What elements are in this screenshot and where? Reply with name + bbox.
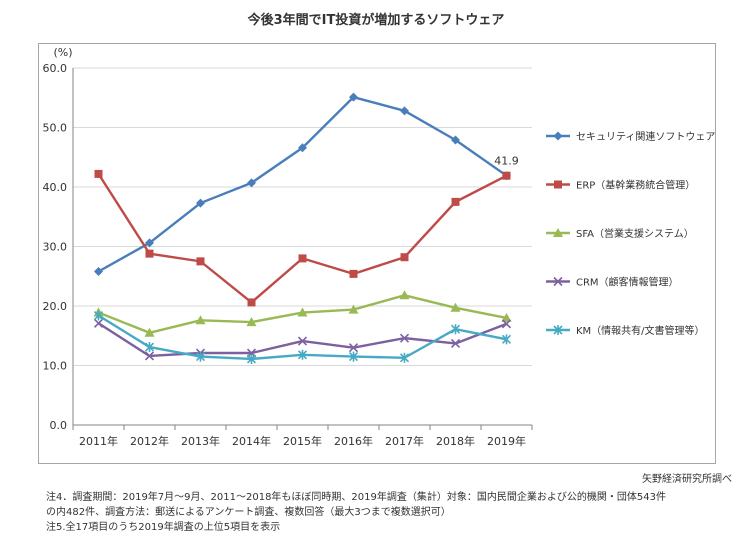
data-point <box>298 143 307 153</box>
footnote-line: 注4．調査期間：2019年7月～9月、2011～2018年もほぼ同時期、2019… <box>46 492 666 503</box>
legend-marker <box>553 276 563 287</box>
legend-label: SFA（営業支援システム） <box>576 227 694 240</box>
data-point <box>348 304 359 314</box>
y-tick-label: 50.0 <box>43 122 68 135</box>
y-tick-label: 60.0 <box>43 62 68 75</box>
legend-marker <box>554 180 562 189</box>
data-point <box>195 351 206 362</box>
data-point <box>297 349 308 360</box>
data-point <box>348 351 359 362</box>
legend-label: セキュリティ関連ソフトウェア <box>576 130 715 143</box>
data-point <box>93 318 104 328</box>
legend-marker <box>553 228 563 237</box>
chart-frame <box>38 43 716 464</box>
data-point <box>247 298 256 307</box>
footnote-line: の内482件、調査方法：郵送によるアンケート調査、複数回答（最大3つまで複数選択… <box>46 507 451 518</box>
data-point <box>400 253 409 262</box>
chart-title: 今後3年間でIT投資が増加するソフトウェア <box>247 13 505 28</box>
data-point <box>451 197 460 206</box>
data-point <box>196 257 205 266</box>
series-line <box>97 173 508 304</box>
data-point <box>450 324 461 335</box>
data-point <box>145 249 154 258</box>
data-point <box>450 338 461 349</box>
data-point <box>298 254 307 263</box>
data-label: 41.9 <box>494 155 519 168</box>
data-point <box>349 269 358 278</box>
data-point <box>93 310 104 321</box>
data-point <box>144 342 155 353</box>
data-point <box>501 319 512 329</box>
data-point <box>501 312 512 322</box>
data-point <box>297 307 308 317</box>
data-point <box>195 315 206 325</box>
y-tick-label: 10.0 <box>43 360 68 373</box>
y-tick-label: 30.0 <box>43 241 68 254</box>
y-tick-label: 40.0 <box>43 181 68 194</box>
data-point <box>501 334 512 345</box>
y-tick-label: 0.0 <box>50 419 68 432</box>
legend-label: CRM（顧客情報管理） <box>576 276 679 289</box>
data-point <box>144 327 155 337</box>
data-point <box>399 352 410 363</box>
data-point <box>247 178 256 188</box>
x-tick-label: 2017年 <box>385 434 424 448</box>
x-tick-label: 2019年 <box>487 434 526 448</box>
legend-marker <box>553 325 563 335</box>
x-tick-label: 2014年 <box>232 434 271 448</box>
footnotes: 注4．調査期間：2019年7月～9月、2011～2018年もほぼ同時期、2019… <box>46 490 666 535</box>
data-point <box>348 343 359 353</box>
data-point <box>451 135 460 145</box>
legend-label: ERP（基幹業務統合管理） <box>576 179 695 192</box>
series-line <box>97 95 508 273</box>
legend-label: KM（情報共有/文書管理等） <box>576 324 705 337</box>
data-point <box>450 302 461 312</box>
data-point <box>196 198 205 208</box>
data-point <box>246 353 257 364</box>
legend-marker <box>553 131 563 141</box>
x-tick-label: 2011年 <box>79 434 118 448</box>
data-point <box>297 336 308 346</box>
data-point <box>502 171 511 180</box>
y-tick-label: 20.0 <box>43 300 68 313</box>
data-point <box>145 238 154 248</box>
data-point <box>399 333 410 343</box>
x-tick-label: 2018年 <box>436 434 475 448</box>
data-point <box>144 351 155 361</box>
data-point <box>94 266 103 276</box>
x-tick-label: 2016年 <box>334 434 373 448</box>
data-point <box>400 106 409 116</box>
source-credit: 矢野経済研究所調べ <box>642 474 732 485</box>
x-tick-label: 2015年 <box>283 434 322 448</box>
data-point <box>349 92 358 102</box>
data-point <box>399 290 410 300</box>
y-axis-label: (%) <box>53 46 72 59</box>
x-tick-label: 2013年 <box>181 434 220 448</box>
footnote-line: 注5.全17項目のうち2019年調査の上位5項目を表示 <box>46 522 281 533</box>
data-point <box>246 317 257 327</box>
data-point <box>94 169 103 178</box>
x-tick-label: 2012年 <box>130 434 169 448</box>
